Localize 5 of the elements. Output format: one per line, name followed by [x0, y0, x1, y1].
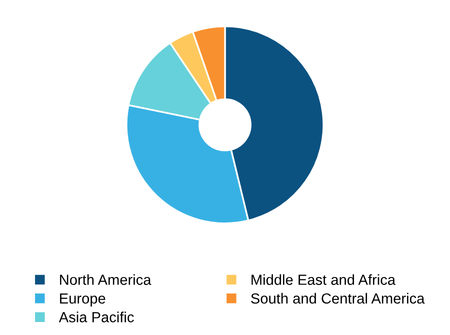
legend-label: Europe [60, 293, 106, 307]
legend-label: Middle East and Africa [252, 274, 396, 285]
legend-label: South and Central America [251, 292, 425, 304]
legend-label: Asia Pacific [58, 312, 134, 322]
legend-label: North America [60, 274, 152, 285]
